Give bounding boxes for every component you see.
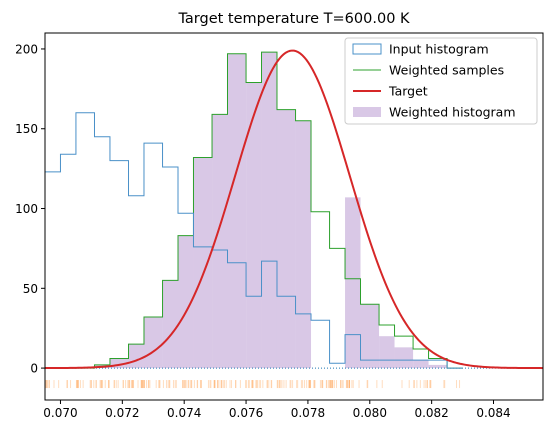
axes: 0.070 0.072 0.074 0.076 0.078 0.080 0.082 0.084… [15,32,544,420]
plot-content [45,49,543,389]
axes-frame [44,32,544,401]
x-tick-label: 0.076 [229,406,263,420]
weighted-histogram-bar [193,157,213,369]
y-tick-label: 0 [30,362,38,376]
weighted-histogram-bar [246,82,262,369]
y-tick-label: 50 [23,282,38,296]
weighted-histogram-bar [227,53,247,369]
x-tick-label: 0.074 [167,406,201,420]
legend: Input histogram Weighted samples Target Wei… [344,37,538,125]
y-tick-label: 100 [15,202,38,216]
weighted-histogram-bar [413,360,429,369]
input-histogram-line [45,112,463,369]
weighted-histogram-bar [394,347,414,369]
x-tick-label: 0.084 [476,406,510,420]
chart-title: Target temperature T=600.00 K [177,11,410,27]
legend-label: Weighted histogram [389,105,516,120]
weighted-histogram-bar [162,280,179,369]
weighted-histogram-bar [379,336,395,369]
weighted-histogram-bar [276,109,296,369]
legend-label: Target [388,84,428,99]
weighted-histogram-bar [428,364,448,369]
x-tick-label: 0.072 [105,406,139,420]
weighted-histogram-bar [128,344,144,369]
weighted-histogram-bar [295,120,312,369]
legend-label: Weighted samples [389,63,504,78]
weighted-histogram-bar [178,235,194,369]
weighted-histogram-bar [109,358,129,369]
weighted-histogram-bar [212,114,228,369]
x-tick-label: 0.070 [43,406,77,420]
legend-swatch [352,43,382,55]
weighted-histogram-bar [345,197,361,369]
legend-label: Input histogram [389,42,489,57]
target-curve [45,49,543,370]
y-tick-label: 150 [15,122,38,136]
y-tick-label: 200 [15,42,38,56]
x-tick-label: 0.078 [291,406,325,420]
legend-box [344,37,538,125]
plot-area [45,49,543,389]
legend-swatch [353,107,381,117]
weighted-samples-line [45,51,463,369]
weighted-histogram-bar [261,52,277,369]
x-tick-label: 0.082 [414,406,448,420]
sample-rug [45,380,461,389]
weighted-histogram-bar [143,317,163,369]
weighted-histogram-bar [360,304,380,369]
x-tick-label: 0.080 [353,406,387,420]
